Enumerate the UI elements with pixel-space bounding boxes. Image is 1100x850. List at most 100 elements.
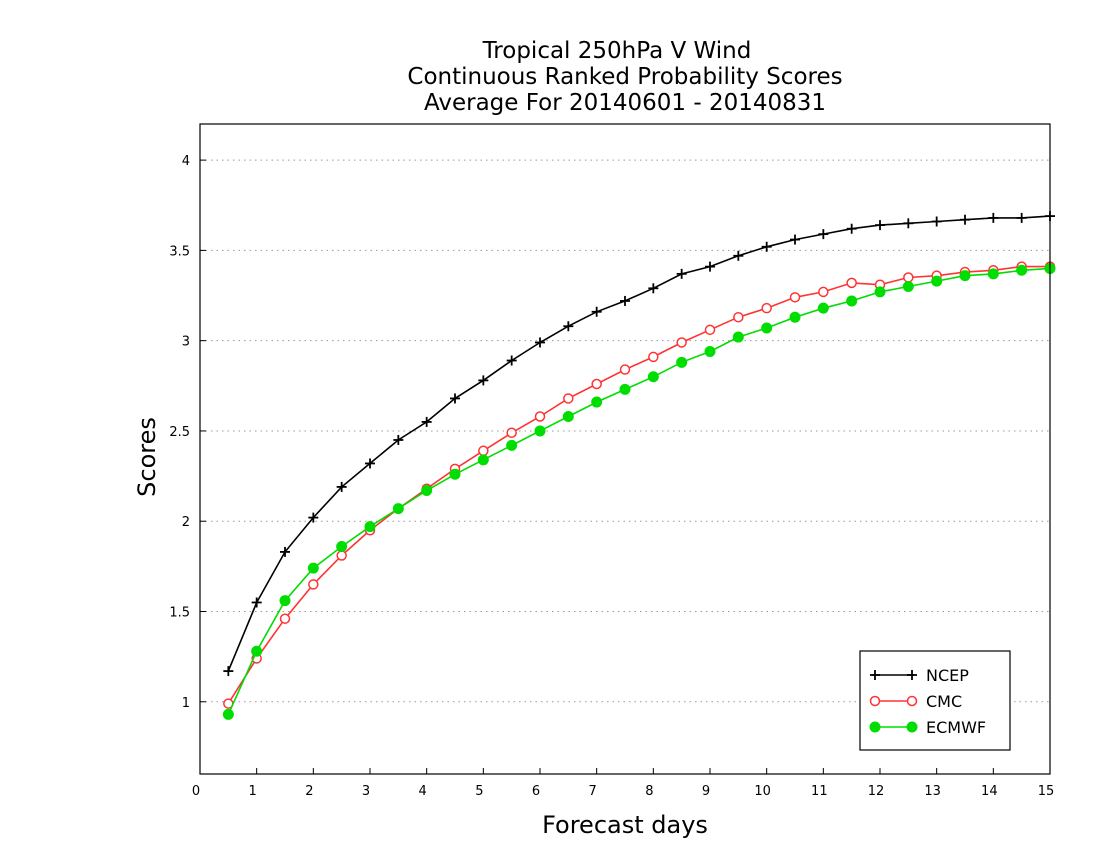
- point-cmc-15: [648, 351, 659, 363]
- point-ncep-19: [761, 241, 772, 252]
- point-ecmwf-18: [732, 331, 744, 343]
- point-ecmwf-15: [647, 371, 659, 383]
- legend: NCEP CMC ECMWF: [859, 650, 1011, 751]
- point-ncep-28: [1016, 212, 1027, 223]
- point-ecmwf-21: [817, 302, 829, 314]
- point-ecmwf-2: [279, 595, 291, 607]
- chart-title-line-1: Tropical 250hPa V Wind: [482, 38, 752, 64]
- point-ecmwf-28: [1016, 264, 1028, 276]
- plot-frame: [199, 123, 1051, 775]
- point-ncep-26: [960, 214, 970, 225]
- point-ecmwf-11: [534, 425, 546, 437]
- series-line-ecmwf: [227, 267, 1051, 715]
- point-ecmwf-9: [477, 454, 489, 466]
- point-cmc-20: [789, 292, 801, 303]
- x-tick-label-0: 0: [192, 784, 200, 799]
- series-cmc: [223, 261, 1056, 709]
- point-ncep-6: [393, 434, 404, 445]
- point-ecmwf-25: [931, 275, 943, 287]
- point-cmc-2: [279, 613, 291, 624]
- x-tick-label-9: 9: [702, 784, 710, 799]
- point-cmc-18: [733, 311, 744, 323]
- series-ncep: [223, 211, 1055, 677]
- y-tick-label-6: 4: [182, 154, 190, 169]
- chart-title: Tropical 250hPa V Wind Continuous Ranked…: [407, 38, 842, 116]
- point-cmc-10: [506, 427, 517, 438]
- legend-marker-start-ncep: [870, 670, 880, 680]
- point-ncep-15: [648, 283, 659, 294]
- y-tick-label-0: 1: [182, 696, 190, 711]
- point-ecmwf-14: [619, 383, 631, 395]
- point-ncep-4: [336, 481, 347, 492]
- point-ncep-18: [733, 250, 744, 261]
- point-cmc-11: [534, 411, 546, 422]
- x-tick-label-14: 14: [981, 784, 998, 799]
- x-tick-label-5: 5: [475, 784, 483, 799]
- x-tick-label-8: 8: [645, 784, 653, 799]
- chart-title-line-2: Continuous Ranked Probability Scores: [407, 64, 842, 90]
- point-ecmwf-19: [761, 322, 773, 334]
- point-cmc-4: [336, 550, 347, 561]
- y-tick-label-4: 3: [182, 335, 190, 350]
- x-axis-label: Forecast days: [542, 811, 708, 839]
- x-tick-label-2: 2: [305, 784, 313, 799]
- point-ncep-17: [705, 261, 715, 272]
- point-ncep-24: [903, 218, 914, 229]
- legend-marker-end-ncep: [907, 670, 917, 680]
- point-ecmwf-6: [392, 503, 404, 515]
- point-ecmwf-10: [506, 439, 518, 451]
- point-cmc-9: [478, 445, 489, 457]
- point-ecmwf-12: [562, 411, 574, 422]
- point-ecmwf-27: [987, 268, 999, 280]
- point-ecmwf-13: [591, 396, 603, 408]
- point-ncep-5: [365, 458, 375, 469]
- point-ecmwf-8: [449, 468, 461, 480]
- series-line-ncep: [227, 215, 1051, 672]
- point-ecmwf-20: [789, 311, 801, 323]
- point-ncep-1: [251, 597, 262, 608]
- point-ncep-11: [535, 337, 545, 348]
- point-cmc-14: [619, 364, 631, 375]
- x-tick-label-4: 4: [419, 784, 427, 799]
- x-axis-ticks: 0 1 2 3 4 5 6 7 8 9 10 11 12 13 14 15: [192, 768, 1054, 799]
- series-line-cmc: [227, 265, 1050, 705]
- legend-label-ecmwf: ECMWF: [926, 718, 986, 737]
- point-ecmwf-5: [364, 521, 376, 533]
- point-ncep-22: [846, 223, 857, 234]
- point-ncep-13: [591, 306, 602, 317]
- point-ecmwf-22: [846, 295, 858, 307]
- point-ncep-14: [620, 295, 630, 306]
- x-tick-label-10: 10: [754, 784, 771, 799]
- x-tick-label-6: 6: [532, 784, 540, 799]
- legend-label-ncep: NCEP: [926, 666, 969, 685]
- point-cmc-17: [704, 324, 716, 336]
- y-tick-label-2: 2: [182, 515, 190, 530]
- point-cmc-16: [676, 337, 687, 348]
- point-ncep-9: [478, 375, 489, 386]
- point-ecmwf-7: [421, 485, 433, 497]
- point-ncep-16: [676, 268, 687, 279]
- x-tick-label-13: 13: [924, 784, 941, 799]
- point-ecmwf-17: [704, 346, 716, 357]
- point-ncep-3: [308, 512, 319, 523]
- point-cmc-3: [308, 579, 319, 590]
- point-ncep-20: [790, 234, 800, 245]
- chart-title-line-3: Average For 20140601 - 20140831: [424, 90, 826, 116]
- point-ncep-12: [563, 321, 574, 332]
- series-layer: [222, 211, 1056, 720]
- y-tick-label-5: 3.5: [169, 244, 190, 259]
- point-ncep-0: [223, 666, 234, 677]
- point-ncep-10: [506, 355, 517, 366]
- point-ncep-8: [450, 393, 460, 404]
- point-ecmwf-1: [251, 645, 263, 657]
- point-ncep-7: [421, 416, 432, 427]
- x-tick-label-7: 7: [589, 784, 597, 799]
- legend-item-ncep: NCEP: [870, 666, 969, 685]
- x-tick-label-3: 3: [362, 784, 370, 799]
- x-tick-label-12: 12: [868, 784, 885, 799]
- legend-marker-end-ecmwf: [906, 721, 918, 733]
- point-ncep-2: [280, 546, 290, 557]
- x-tick-label-11: 11: [811, 784, 828, 799]
- legend-marker-start-cmc: [869, 695, 881, 707]
